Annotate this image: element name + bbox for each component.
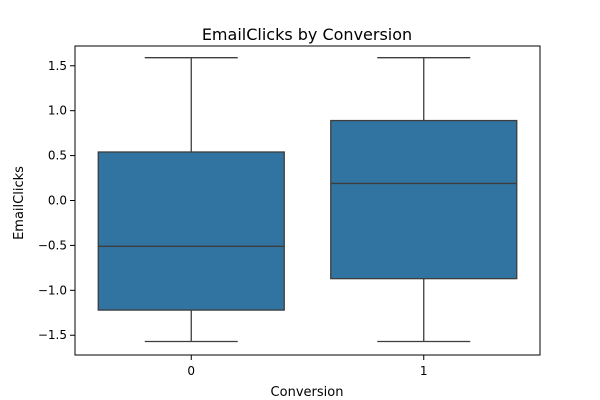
y-tick-label: 1.5 (48, 59, 67, 73)
x-tick-label: 1 (420, 364, 428, 378)
box-iqr (330, 119, 518, 280)
box-iqr (97, 151, 285, 311)
y-tick-label: 0.5 (48, 149, 67, 163)
y-tick-label: −1.0 (38, 283, 67, 297)
x-axis-label: Conversion (271, 385, 344, 400)
y-tick-label: 0.0 (48, 194, 67, 208)
y-tick-label: −0.5 (38, 238, 67, 252)
y-tick-label: 1.0 (48, 104, 67, 118)
plot-area: −1.5 −1.0 −0.5 0.0 0.5 1.0 1.5 0 1 (38, 45, 541, 378)
x-tick-label: 0 (187, 364, 195, 378)
chart-title: EmailClicks by Conversion (202, 25, 412, 44)
y-tick-label: −1.5 (38, 328, 67, 342)
y-axis-label: EmailClicks (12, 166, 27, 240)
